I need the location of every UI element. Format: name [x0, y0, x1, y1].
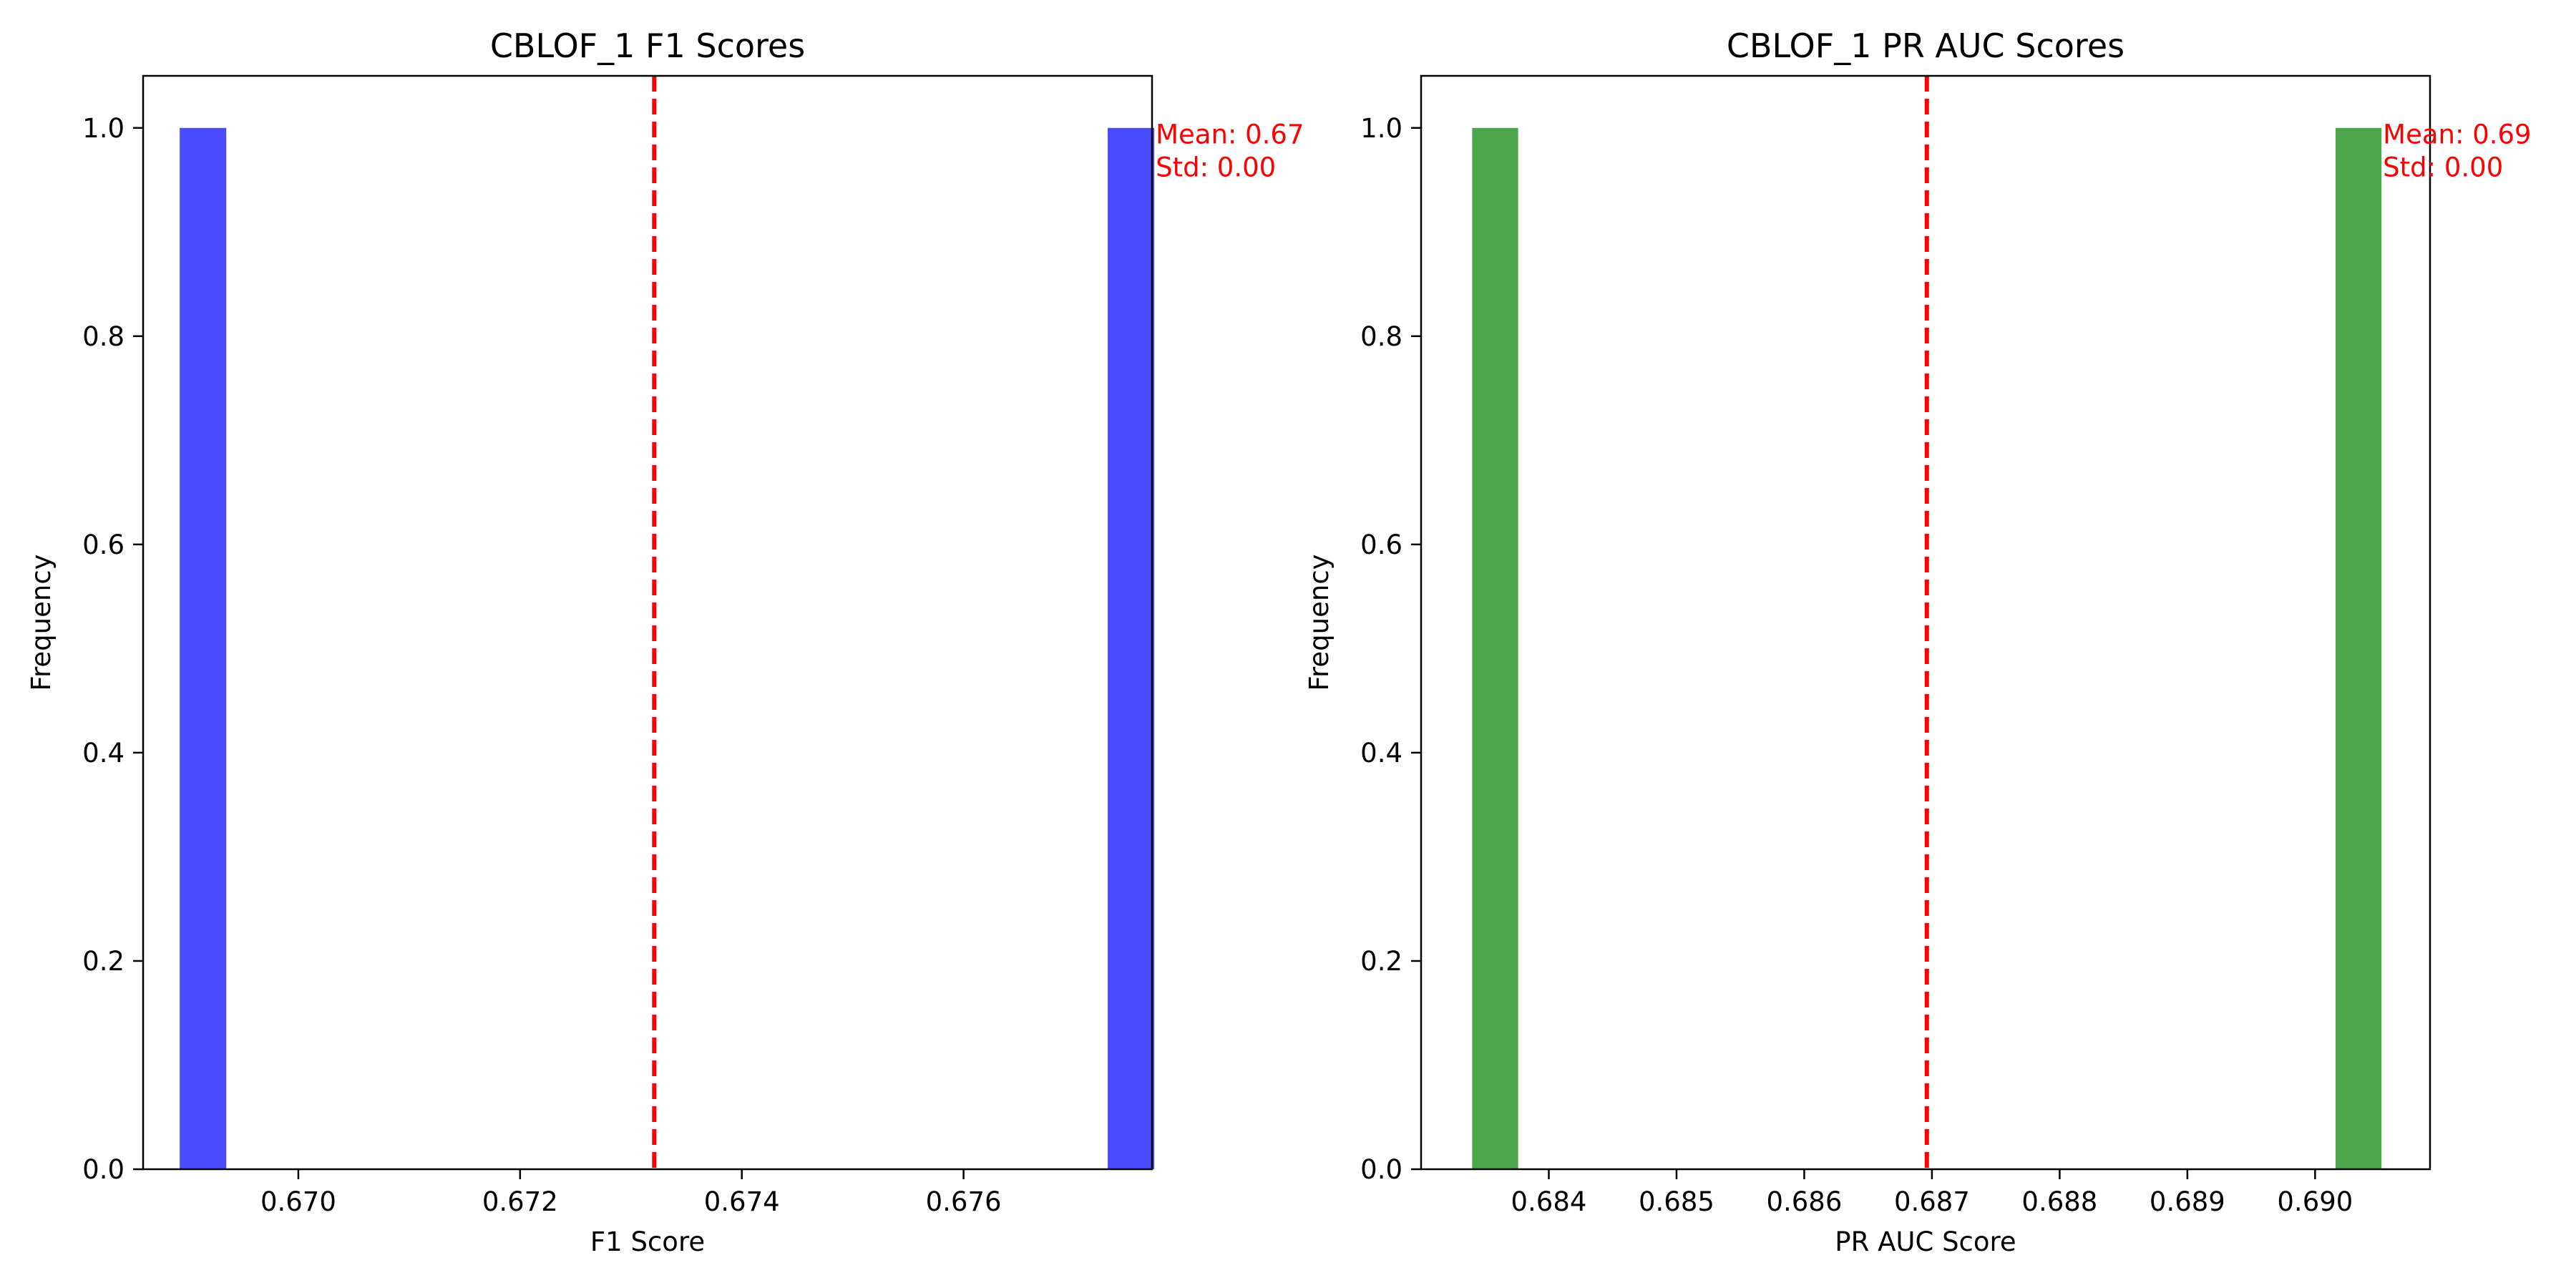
pr-auc-score-histogram-panel: 0.684 0.685 0.686 0.687 0.688 0.689 0.690 0.0 0.…	[1304, 26, 2532, 1257]
x-tick-label: 0.670	[260, 1186, 336, 1217]
mean-annotation: Mean: 0.67	[1156, 119, 1304, 150]
mean-annotation: Mean: 0.69	[2383, 119, 2531, 150]
histogram-bar	[1472, 127, 1518, 1169]
y-tick-label: 0.8	[82, 321, 125, 352]
chart-title: CBLOF_1 PR AUC Scores	[1727, 26, 2124, 65]
y-tick-label: 0.0	[82, 1154, 125, 1185]
y-tick-label: 1.0	[1360, 113, 1402, 144]
x-tick-label: 0.672	[482, 1186, 558, 1217]
chart-title: CBLOF_1 F1 Scores	[490, 26, 805, 65]
x-axis-label: PR AUC Score	[1835, 1226, 2016, 1257]
y-axis-label: Frequency	[26, 554, 57, 691]
x-tick-label: 0.674	[704, 1186, 780, 1217]
x-tick-label: 0.690	[2277, 1186, 2353, 1217]
y-tick-label: 0.0	[1360, 1154, 1402, 1185]
y-tick-label: 0.4	[82, 738, 125, 769]
x-axis-label: F1 Score	[590, 1226, 705, 1257]
x-tick-label: 0.676	[926, 1186, 1002, 1217]
y-tick-label: 0.2	[1360, 946, 1402, 977]
y-tick-label: 0.4	[1360, 738, 1402, 769]
y-tick-label: 0.6	[82, 530, 125, 560]
axes-frame	[142, 74, 1153, 1171]
axes-frame	[1420, 74, 2431, 1171]
x-tick-label: 0.689	[2150, 1186, 2225, 1217]
x-tick-label: 0.685	[1639, 1186, 1714, 1217]
x-tick-label: 0.684	[1511, 1186, 1587, 1217]
x-tick-label: 0.688	[2021, 1186, 2097, 1217]
y-tick-label: 1.0	[82, 113, 125, 144]
y-tick-label: 0.8	[1360, 321, 1402, 352]
histogram-bar	[1108, 127, 1155, 1169]
histogram-bar	[2335, 127, 2382, 1169]
y-tick-label: 0.6	[1360, 530, 1402, 560]
std-annotation: Std: 0.00	[2383, 152, 2503, 183]
std-annotation: Std: 0.00	[1156, 152, 1276, 183]
y-axis-label: Frequency	[1304, 554, 1335, 691]
x-tick-label: 0.686	[1766, 1186, 1842, 1217]
x-tick-label: 0.687	[1894, 1186, 1970, 1217]
histogram-bar	[180, 127, 227, 1169]
y-tick-label: 0.2	[82, 946, 125, 977]
f1-score-histogram-panel: 0.670 0.672 0.674 0.676 0.0 0.2 0.4 0.6 0.8 1.0 CB…	[26, 26, 1304, 1257]
